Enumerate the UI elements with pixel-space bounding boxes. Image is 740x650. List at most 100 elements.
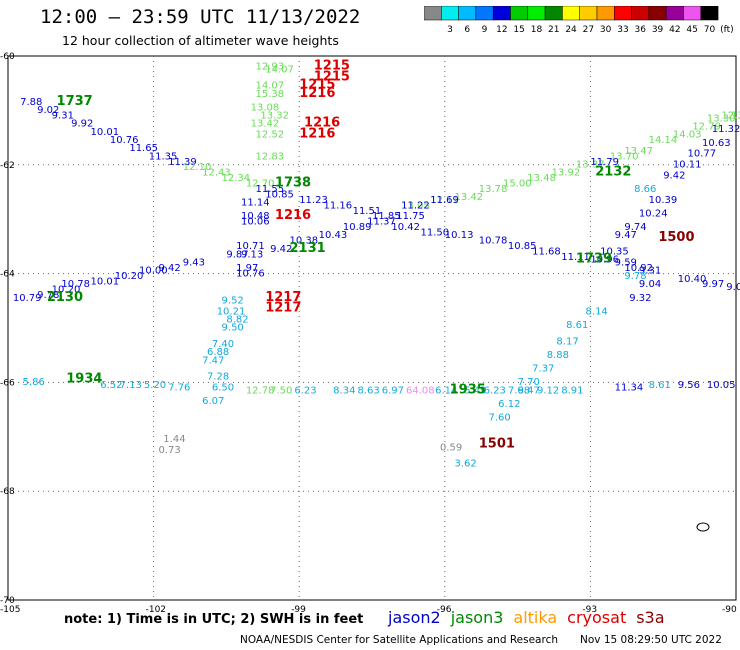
wave-height-value: 13.47 — [624, 146, 653, 157]
plot-frame — [7, 55, 737, 601]
wave-height-value: 13.92 — [552, 168, 581, 179]
wave-height-value: 7.88 — [20, 97, 42, 108]
pass-time-label: 1934 — [66, 371, 102, 386]
wave-height-value: 11.51 — [353, 206, 382, 217]
wave-height-value: 9.92 — [71, 119, 93, 130]
y-tick-label: -66 — [0, 378, 15, 388]
wave-height-value: 9.42 — [663, 170, 685, 181]
wave-height-value: 11.69 — [430, 195, 459, 206]
wave-height-value: 9.97 — [702, 279, 724, 290]
wave-height-value: 11.50 — [421, 228, 450, 239]
wave-height-value: 13.48 — [527, 173, 556, 184]
wave-height-value: 11.37 — [367, 217, 396, 228]
wave-height-value: 8.63 — [357, 385, 379, 396]
colorbar-label: 15 — [513, 25, 524, 35]
wave-height-value: 5.86 — [23, 377, 45, 388]
wave-height-value: 7.40 — [212, 339, 234, 350]
wave-height-value: 11.32 — [712, 124, 740, 135]
wave-height-value: 10.40 — [678, 274, 707, 285]
pass-time-label: 1737 — [57, 94, 93, 109]
pass-time-label: 1216 — [299, 127, 335, 142]
x-tick-label: -93 — [582, 605, 597, 615]
color-scale-bar: 3 6 9 12 15 18 21 24 27 30 33 36 39 42 45 70 (ft) — [424, 6, 734, 35]
wave-height-value: 7.70 — [518, 377, 540, 388]
colorbar-label: 21 — [548, 25, 559, 35]
wave-height-value: 10.48 — [241, 211, 270, 222]
wave-height-value: 9.43 — [183, 257, 205, 268]
wave-height-value: 10.05 — [707, 380, 736, 391]
wave-height-value: 10.96 — [590, 255, 619, 266]
wave-height-value: 12.78 — [246, 385, 275, 396]
colorbar-unit: (ft) — [720, 25, 734, 35]
timestamp: Nov 15 08:29:50 UTC 2022 — [580, 634, 722, 646]
wave-height-value: 15.38 — [256, 89, 285, 100]
wave-height-value: 12.38 — [721, 111, 740, 122]
wave-height-value: 9.02 — [37, 105, 59, 116]
wave-height-value: 10.63 — [702, 138, 731, 149]
x-tick-label: -96 — [437, 605, 452, 615]
wave-height-value: 10.21 — [217, 306, 246, 317]
wave-height-value: 7.68 — [508, 385, 530, 396]
wave-height-value: 10.71 — [236, 241, 265, 252]
wave-height-value: 6.23 — [294, 385, 316, 396]
wave-height-value: 11.68 — [532, 247, 561, 258]
wave-height-value: 10.89 — [343, 222, 372, 233]
wave-height-value: 9.13 — [241, 249, 263, 260]
wave-height-value: 7.47 — [202, 355, 224, 366]
wave-height-value: 9.42 — [158, 263, 180, 274]
wave-height-value: 5.49 — [464, 385, 486, 396]
wave-height-value: 1.97 — [236, 263, 258, 274]
wave-height-value: 6.88 — [207, 347, 229, 358]
wave-height-value: 6.52 — [100, 380, 122, 391]
wave-height-value: 8.88 — [547, 350, 569, 361]
wave-height-value: 9.04 — [639, 279, 661, 290]
y-tick-label: -68 — [0, 487, 15, 497]
colorbar-label: 30 — [600, 25, 612, 35]
wave-height-value: 9.87 — [226, 249, 248, 260]
wave-height-value: 9.42 — [270, 244, 292, 255]
wave-height-value: 11.34 — [615, 383, 644, 394]
wave-height-value: 13.32 — [260, 111, 289, 122]
wave-height-value: 11.79 — [590, 157, 619, 168]
wave-height-value: 9.47 — [518, 385, 540, 396]
colorbar-swatch — [700, 6, 719, 21]
wave-height-value: 6.97 — [382, 385, 404, 396]
pass-time-label: 1500 — [658, 230, 694, 245]
legend-cryosat: cryosat — [567, 608, 627, 627]
legend-altika: altika — [513, 608, 558, 627]
page-subtitle: 12 hour collection of altimeter wave hei… — [62, 33, 339, 48]
wave-height-value: 11.16 — [323, 200, 352, 211]
wave-height-value: 9.59 — [615, 257, 637, 268]
wave-height-value: 12.93 — [256, 62, 285, 73]
wave-height-value: 1.44 — [163, 434, 185, 445]
y-tick-label: -70 — [0, 596, 15, 606]
wave-height-value: 9.04 — [726, 282, 740, 293]
y-tick-label: -60 — [0, 52, 15, 62]
wave-height-value: 12.79 — [692, 121, 721, 132]
wave-height-value: 7.13 — [120, 380, 142, 391]
wave-height-value: 9.31 — [639, 266, 661, 277]
wave-height-value: 9.47 — [615, 230, 637, 241]
colorbar-label: 9 — [482, 25, 488, 35]
wave-height-value: 11.75 — [396, 211, 425, 222]
wave-height-value: 10.01 — [91, 127, 120, 138]
wave-height-value: 10.13 — [445, 230, 474, 241]
colorbar-label: 45 — [686, 25, 697, 35]
pass-time-label: 1501 — [479, 437, 515, 452]
wave-height-value: 10.11 — [673, 160, 702, 171]
colorbar-label: 3 — [447, 25, 453, 35]
satellite-legend: jason2 jason3 altika cryosat s3a — [388, 608, 675, 627]
wave-height-value: 10.39 — [649, 195, 678, 206]
pass-time-label: 1217 — [265, 290, 301, 305]
wave-height-value: 6.07 — [202, 396, 224, 407]
wave-height-value: 14.07 — [256, 81, 285, 92]
wave-height-value: 15.00 — [503, 179, 532, 190]
pass-time-label: 1216 — [299, 86, 335, 101]
legend-jason3: jason3 — [450, 608, 504, 627]
colorbar-label: 27 — [583, 25, 594, 35]
wave-height-value: 64.08 — [406, 385, 435, 396]
wave-height-value: 13.30 — [707, 113, 736, 124]
pass-time-label: 1215 — [299, 78, 335, 93]
y-tick-label: -62 — [0, 161, 15, 171]
wave-height-value: 14.14 — [649, 135, 678, 146]
